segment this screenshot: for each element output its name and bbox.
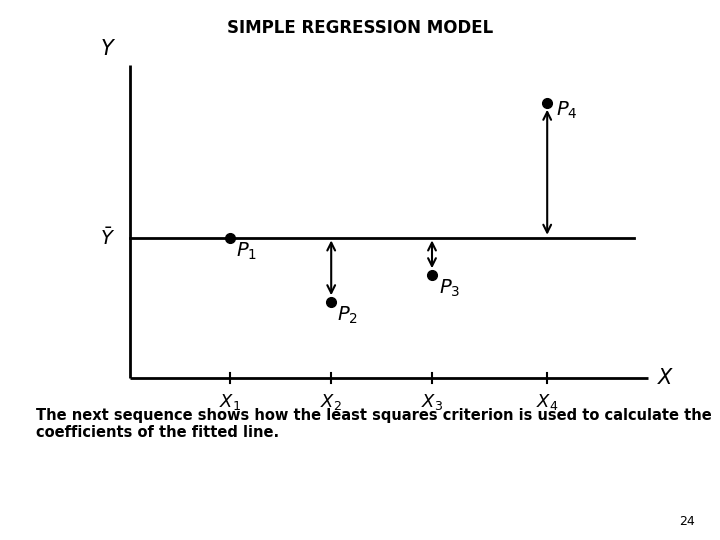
Text: $\bar{Y}$: $\bar{Y}$ (100, 227, 116, 248)
Text: $P_{3}$: $P_{3}$ (439, 278, 461, 299)
Text: $X_{1}$: $X_{1}$ (220, 392, 241, 411)
Text: $X$: $X$ (657, 368, 675, 388)
Text: $P_{4}$: $P_{4}$ (556, 100, 577, 121)
Text: $Y$: $Y$ (100, 39, 116, 59)
Text: SIMPLE REGRESSION MODEL: SIMPLE REGRESSION MODEL (227, 19, 493, 37)
Text: $X_{2}$: $X_{2}$ (320, 392, 342, 411)
Text: $X_{4}$: $X_{4}$ (536, 392, 559, 411)
Text: The next sequence shows how the least squares criterion is used to calculate the: The next sequence shows how the least sq… (36, 408, 712, 440)
Text: $P_{1}$: $P_{1}$ (236, 240, 257, 261)
Text: $P_{2}$: $P_{2}$ (337, 305, 358, 326)
Text: 24: 24 (679, 515, 695, 528)
Text: $X_{3}$: $X_{3}$ (421, 392, 443, 411)
